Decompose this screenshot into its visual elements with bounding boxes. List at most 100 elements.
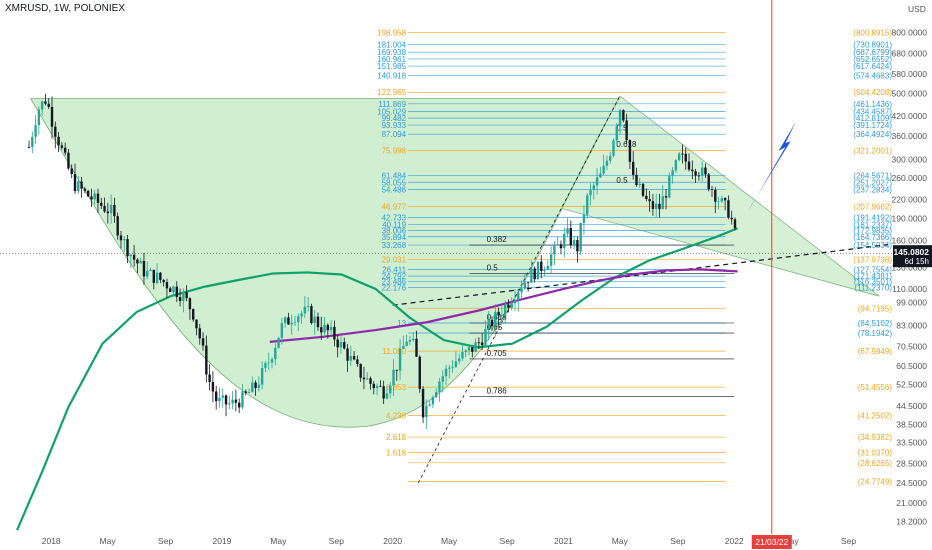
candle-body xyxy=(645,195,648,200)
candle-body xyxy=(530,268,533,283)
candle-body xyxy=(343,342,346,349)
candle-body xyxy=(582,214,586,223)
fib-level-value: (251.2027) xyxy=(853,178,892,187)
fib-level-value: (617.6424) xyxy=(853,62,892,71)
price-tick-label: 60.5000 xyxy=(896,361,927,371)
price-tick-label: 420.0000 xyxy=(892,111,928,121)
fib-level-value: (111.2370) xyxy=(854,283,892,292)
candle-body xyxy=(192,309,195,320)
candle-body xyxy=(408,340,412,342)
candle-body xyxy=(464,350,467,352)
candle-body xyxy=(632,161,635,175)
fib-level-label: 42.733 xyxy=(382,213,407,222)
fib-level-label: 26.411 xyxy=(382,266,406,275)
time-tick-label: Sep xyxy=(329,536,344,546)
candle-body xyxy=(605,160,609,166)
time-tick-label: Sep xyxy=(500,536,515,546)
fib-level-value: (78.1942) xyxy=(858,329,893,338)
price-tick-label: 680.0000 xyxy=(892,49,928,59)
overlay-layer xyxy=(0,0,893,534)
fib-level-value: (264.5671) xyxy=(853,172,892,181)
candle-body xyxy=(159,272,162,280)
candle-body xyxy=(586,195,589,215)
price-badge-timer: 6d 15h xyxy=(905,257,929,266)
fib-level-value: (391.1724) xyxy=(853,121,892,130)
candle-body xyxy=(382,386,385,399)
candle-body xyxy=(152,269,156,283)
candle-body xyxy=(283,317,287,324)
price-axis[interactable]: 800.0000 680.0000 580.0000 500.0000 420.0000… xyxy=(892,0,932,550)
candle-body xyxy=(507,304,510,308)
candle-body xyxy=(412,338,415,341)
fib-level-value: (207.9662) xyxy=(853,203,892,212)
candle-body xyxy=(224,395,228,405)
candle-body xyxy=(182,292,185,301)
candle-body xyxy=(346,348,349,361)
fib-level-label: 40.119 xyxy=(382,220,406,229)
candle-body xyxy=(93,193,96,200)
candle-body xyxy=(80,181,83,189)
candle-body xyxy=(517,292,520,301)
candle-body xyxy=(274,347,277,360)
candle-body xyxy=(648,199,651,202)
price-axis-bg xyxy=(893,0,932,550)
candle-body xyxy=(201,338,205,346)
candle-body xyxy=(126,239,129,257)
fib-level-label: 181.004 xyxy=(377,40,406,49)
candle-body xyxy=(641,183,645,196)
candle-body xyxy=(487,319,490,330)
candle-body xyxy=(310,306,313,324)
time-tick-label: 2019 xyxy=(213,536,232,546)
candle-body xyxy=(402,345,405,349)
price-tick-label: 21.0000 xyxy=(896,498,927,508)
candle-body xyxy=(146,270,149,277)
candle-body xyxy=(254,382,257,388)
candle-body xyxy=(136,259,139,264)
price-tick-label: 44.5000 xyxy=(896,401,927,411)
candle-body xyxy=(392,369,395,386)
candle-body xyxy=(349,356,353,361)
fib-level-value: (574.4683) xyxy=(853,71,892,80)
candle-body xyxy=(612,140,615,156)
candle-body xyxy=(661,196,664,210)
candle-body xyxy=(494,311,497,327)
candle-body xyxy=(251,382,254,393)
ma-green-line xyxy=(16,227,739,531)
candle-body xyxy=(31,136,34,148)
candle-body xyxy=(622,110,625,121)
candle-body xyxy=(451,366,454,368)
fib-level-label: 46.977 xyxy=(382,203,407,212)
fib-level-label: 58.055 xyxy=(382,178,407,187)
candle-body xyxy=(540,261,543,271)
time-tick-label: May xyxy=(612,536,629,546)
fib-level-value: (154.5034) xyxy=(853,241,892,250)
candle-body xyxy=(333,326,336,340)
candle-body xyxy=(543,269,546,271)
candle-body xyxy=(602,165,605,174)
price-tick-label: 70.5000 xyxy=(896,341,927,351)
time-tick-label: Sep xyxy=(158,536,173,546)
price-tick-label: 220.0000 xyxy=(892,194,928,204)
candle-body xyxy=(477,342,481,344)
candle-body xyxy=(385,393,389,399)
candle-body xyxy=(100,202,103,206)
price-tick-label: 160.0000 xyxy=(892,236,928,246)
candle-body xyxy=(70,168,73,175)
candle-body xyxy=(461,351,464,359)
candle-body xyxy=(520,288,523,293)
dashed-trendline xyxy=(392,244,888,306)
time-axis[interactable]: 2018 May Sep 2019 May Sep 2020 May Sep 2021 May Sep… xyxy=(0,534,893,550)
time-tick-label: 2020 xyxy=(383,536,402,546)
fib-level-value: (321.2001) xyxy=(853,147,892,156)
time-tick-label: 2021 xyxy=(554,536,573,546)
candle-body xyxy=(40,101,44,110)
candle-body xyxy=(149,269,152,271)
fib-level-value: (800.8915) xyxy=(853,28,892,37)
fib-level-label: 75.998 xyxy=(382,147,407,156)
fib-level-label: 198.958 xyxy=(377,28,406,37)
candle-body xyxy=(421,388,425,418)
candle-body xyxy=(303,306,307,314)
